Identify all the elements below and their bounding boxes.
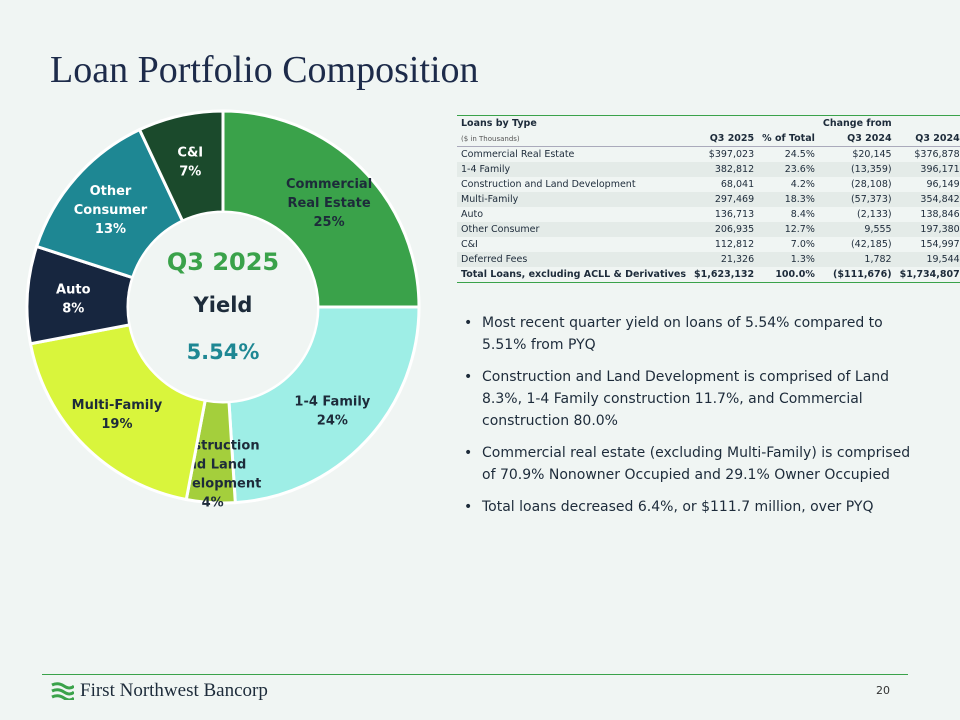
table-cell: $1,623,132 bbox=[694, 269, 755, 280]
table-cell: 9,555 bbox=[864, 224, 892, 235]
table-row: Multi-Family 297,469 18.3% (57,373) 354,842 bbox=[457, 192, 960, 207]
table-cell: 1,782 bbox=[864, 254, 892, 265]
donut-chart: Commercial Real Estate 25% 1-4 Family 24% Con… bbox=[25, 109, 421, 511]
center-label: 5.54% bbox=[187, 340, 260, 364]
table-row: Construction and Land Development 68,041 4… bbox=[457, 177, 960, 192]
slice-label: Real Estate bbox=[287, 196, 370, 211]
slice-label: 4% bbox=[202, 496, 224, 511]
table-row: C&I 112,812 7.0% (42,185) 154,997 bbox=[457, 237, 960, 252]
table-cell: (13,359) bbox=[850, 164, 892, 175]
table-cell: 297,469 bbox=[714, 194, 755, 205]
table-cell: (57,373) bbox=[850, 194, 892, 205]
table-subtitle: ($ in Thousands) bbox=[461, 134, 520, 143]
table-cell: 154,997 bbox=[920, 239, 960, 250]
table-cell: 136,713 bbox=[714, 209, 755, 220]
slice-label: Consumer bbox=[74, 203, 148, 218]
table-cell: 206,935 bbox=[714, 224, 755, 235]
table-title: Loans by Type bbox=[461, 118, 537, 129]
table-cell: 23.6% bbox=[784, 164, 815, 175]
slice-label: 1-4 Family bbox=[294, 395, 370, 410]
table-cell: 19,544 bbox=[926, 254, 960, 265]
slice-label: 19% bbox=[101, 417, 132, 432]
table-cell: C&I bbox=[461, 239, 478, 250]
table-cell: 18.3% bbox=[784, 194, 815, 205]
slice-label: Commercial bbox=[286, 177, 372, 192]
table-cell: Commercial Real Estate bbox=[457, 146, 691, 162]
table-cell: $20,145 bbox=[818, 146, 896, 162]
col-header: Q3 2024 bbox=[847, 133, 892, 144]
slice-label: C&I bbox=[177, 146, 203, 161]
table-cell: 396,171 bbox=[920, 164, 960, 175]
page-number: 20 bbox=[876, 684, 890, 697]
bullet-item: Construction and Land Development is com… bbox=[462, 366, 922, 432]
table-cell: (42,185) bbox=[850, 239, 892, 250]
slice-label: and Land bbox=[179, 458, 246, 473]
table-cell: $1,734,807 bbox=[899, 269, 960, 280]
table-cell: Multi-Family bbox=[461, 194, 519, 205]
bullet-item: Total loans decreased 6.4%, or $111.7 mi… bbox=[462, 496, 922, 518]
table-cell: 7.0% bbox=[790, 239, 815, 250]
table-cell: 8.4% bbox=[790, 209, 815, 220]
wave-logo-icon bbox=[51, 682, 74, 700]
table-row: Deferred Fees 21,326 1.3% 1,782 19,544 bbox=[457, 252, 960, 267]
table-cell: 197,380 bbox=[920, 224, 960, 235]
table-cell: Deferred Fees bbox=[461, 254, 528, 265]
table-cell: 68,041 bbox=[720, 179, 755, 190]
company-logo: First Northwest Bancorp bbox=[50, 680, 268, 702]
table-row: Total Loans, excluding ACLL & Derivative… bbox=[457, 267, 960, 283]
footer-divider bbox=[42, 674, 908, 675]
table-cell: $397,023 bbox=[690, 146, 759, 162]
table-cell: 21,326 bbox=[720, 254, 755, 265]
logo-text: First Northwest Bancorp bbox=[80, 680, 268, 701]
table-cell: 112,812 bbox=[714, 239, 755, 250]
table-cell: $376,878 bbox=[895, 146, 960, 162]
donut-hole bbox=[129, 213, 317, 401]
bullet-list: Most recent quarter yield on loans of 5.… bbox=[462, 312, 922, 528]
slice-multi-family bbox=[28, 323, 207, 502]
table-cell: 1-4 Family bbox=[461, 164, 511, 175]
table-cell: (28,108) bbox=[850, 179, 892, 190]
table-row: Auto 136,713 8.4% (2,133) 138,846 bbox=[457, 207, 960, 222]
slice-label: Auto bbox=[56, 283, 91, 298]
slice-label: 8% bbox=[62, 302, 84, 317]
table-cell: 138,846 bbox=[920, 209, 960, 220]
slice-c-i bbox=[137, 109, 225, 224]
table-cell: 24.5% bbox=[758, 146, 819, 162]
table-cell: 96,149 bbox=[926, 179, 960, 190]
table-cell: 100.0% bbox=[775, 269, 815, 280]
table-cell: 12.7% bbox=[784, 224, 815, 235]
slice-label: Multi-Family bbox=[72, 398, 163, 413]
change-from-header: Change from bbox=[822, 118, 892, 129]
table-cell: ($111,676) bbox=[833, 269, 892, 280]
loans-table: Loans by Type Change from ($ in Thousands… bbox=[457, 115, 960, 283]
slice-label: 24% bbox=[317, 414, 348, 429]
slice-label: 13% bbox=[95, 222, 126, 237]
center-label: Yield bbox=[193, 293, 253, 317]
table-row: Commercial Real Estate $397,023 24.5% $20,1… bbox=[457, 146, 960, 162]
table-cell: 4.2% bbox=[790, 179, 815, 190]
slice-label: 7% bbox=[179, 165, 201, 180]
page-title: Loan Portfolio Composition bbox=[50, 49, 479, 91]
table-cell: 1.3% bbox=[790, 254, 815, 265]
slice-label: Other bbox=[90, 184, 132, 199]
slice-commercial-real-estate bbox=[221, 109, 421, 309]
table-cell: (2,133) bbox=[857, 209, 892, 220]
col-header: Q3 2025 bbox=[709, 133, 755, 144]
table-row: Other Consumer 206,935 12.7% 9,555 197,380 bbox=[457, 222, 960, 237]
col-header: Q3 2024 bbox=[915, 133, 960, 144]
bullet-item: Most recent quarter yield on loans of 5.… bbox=[462, 312, 922, 356]
table-cell: Total Loans, excluding ACLL & Derivative… bbox=[461, 269, 687, 280]
table-cell: Other Consumer bbox=[461, 224, 540, 235]
table-cell: 354,842 bbox=[920, 194, 960, 205]
table-row: 1-4 Family 382,812 23.6% (13,359) 396,171 bbox=[457, 162, 960, 177]
slice-1-4-family bbox=[227, 305, 421, 505]
slice-label: 25% bbox=[314, 215, 345, 230]
table-cell: Auto bbox=[461, 209, 484, 220]
table-cell: 382,812 bbox=[714, 164, 755, 175]
col-header: % of Total bbox=[762, 133, 815, 144]
bullet-item: Commercial real estate (excluding Multi-… bbox=[462, 442, 922, 486]
center-label: Q3 2025 bbox=[167, 248, 279, 276]
table-cell: Construction and Land Development bbox=[461, 179, 636, 190]
